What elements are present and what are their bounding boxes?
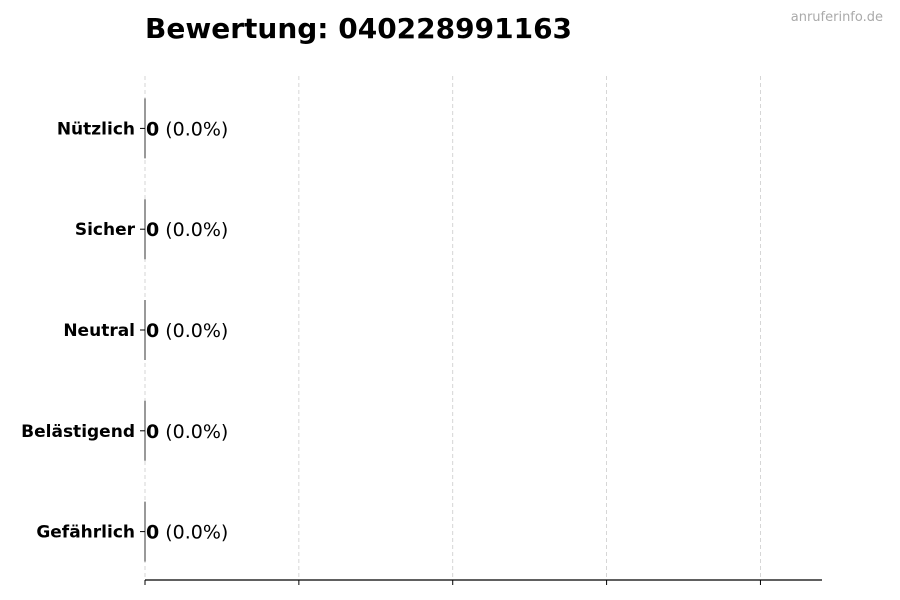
y-tick-label: Neutral [63,321,135,341]
data-label: 0 (0.0%) [146,118,228,140]
y-tick-label: Gefährlich [36,523,135,543]
data-label-value: 0 [146,522,159,544]
y-tick-label: Sicher [75,220,136,240]
data-label: 0 (0.0%) [146,320,228,342]
data-label: 0 (0.0%) [146,421,228,443]
data-label-value: 0 [146,219,159,241]
data-label: 0 (0.0%) [146,522,228,544]
data-label-percent: (0.0%) [165,522,228,544]
data-label: 0 (0.0%) [146,219,228,241]
data-label-value: 0 [146,118,159,140]
data-label-value: 0 [146,320,159,342]
data-label-percent: (0.0%) [165,118,228,140]
watermark: anruferinfo.de [790,10,883,25]
y-tick-label: Nützlich [57,119,135,139]
y-tick-label: Belästigend [21,422,135,442]
data-label-percent: (0.0%) [165,219,228,241]
chart-title: Bewertung: 040228991163 [145,12,573,45]
data-label-percent: (0.0%) [165,421,228,443]
data-label-value: 0 [146,421,159,443]
data-label-percent: (0.0%) [165,320,228,342]
